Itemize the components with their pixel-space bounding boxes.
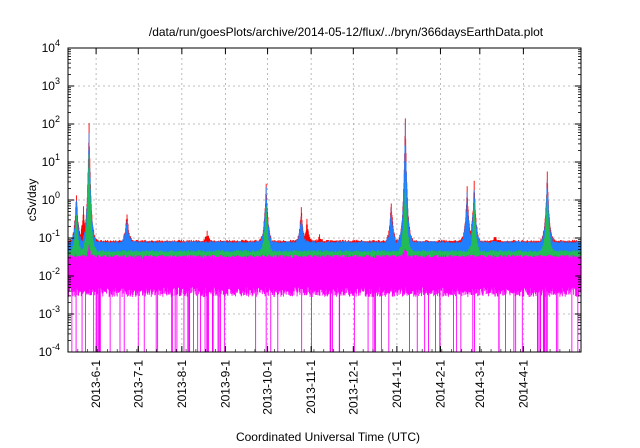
x-tick-label: 2013-11-1 [304, 360, 318, 414]
x-tick-label: 2013-7-1 [131, 360, 145, 408]
x-tick-label: 2014-3-1 [473, 360, 487, 408]
chart-title: /data/run/goesPlots/archive/2014-05-12/f… [149, 25, 544, 39]
y-axis-label: cSv/day [25, 179, 39, 222]
x-tick-label: 2013-12-1 [346, 360, 360, 415]
x-tick-label: 2014-1-1 [390, 360, 404, 408]
x-tick-label: 2013-8-1 [175, 360, 189, 408]
x-tick-label: 2013-6-1 [89, 360, 103, 408]
x-tick-label: 2013-9-1 [218, 360, 232, 408]
x-tick-label: 2013-10-1 [261, 360, 275, 415]
x-tick-label: 2014-4-1 [516, 360, 530, 408]
x-axis-label: Coordinated Universal Time (UTC) [236, 430, 420, 444]
x-tick-label: 2014-2-1 [433, 360, 447, 408]
x-axis: 2013-6-1 2013-7-1 2013-8-1 2013-9-1 2013-10-… [67, 48, 580, 415]
grid-lines [68, 48, 581, 352]
